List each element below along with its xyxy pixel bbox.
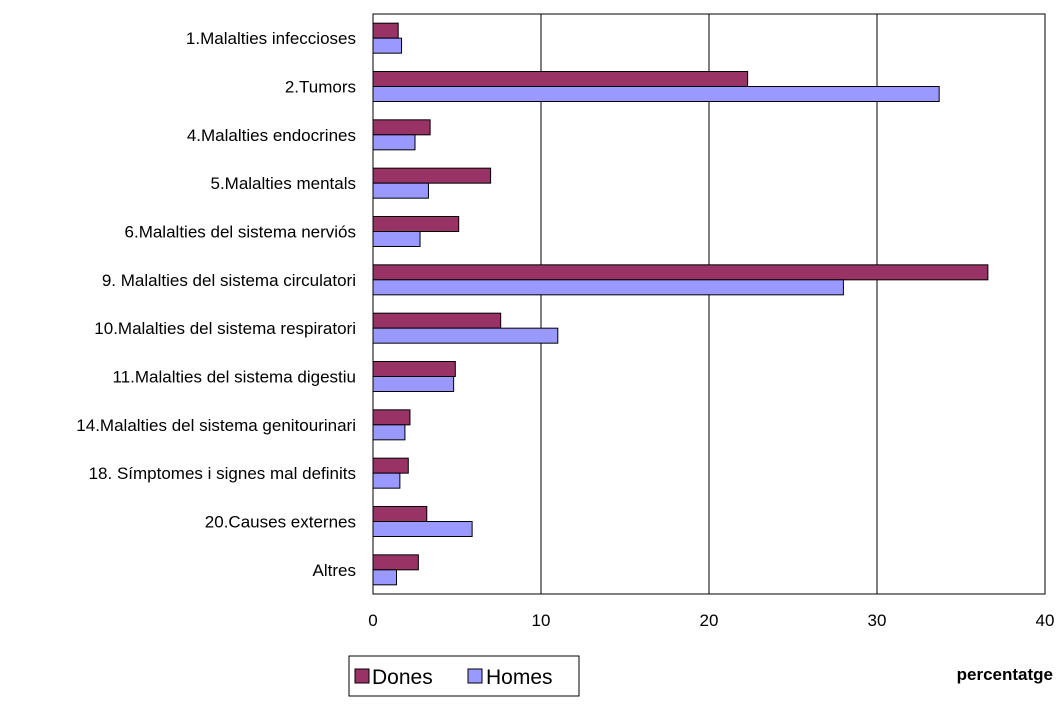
bar-dones — [372, 119, 431, 136]
bar-homes — [372, 134, 416, 151]
bar-dones — [372, 506, 428, 522]
bar-homes — [372, 279, 844, 296]
bars — [372, 22, 989, 586]
legend-label-homes: Homes — [486, 666, 553, 689]
bar-homes — [372, 182, 429, 199]
bar-homes — [372, 86, 940, 102]
category-label: 14.Malalties del sistema genitourinari — [76, 416, 356, 435]
plot-area-border — [372, 13, 1046, 595]
category-label: 4.Malalties endocrines — [187, 126, 356, 145]
bar-homes — [372, 231, 421, 247]
x-tick-label: 0 — [368, 611, 377, 630]
bar-dones — [372, 457, 409, 474]
legend-swatch-dones — [354, 668, 370, 684]
bar-homes — [372, 424, 406, 441]
legend: Dones Homes — [348, 655, 580, 697]
bar-dones — [372, 22, 399, 39]
x-axis-title: percentatge — [957, 665, 1053, 684]
bar-homes — [372, 376, 455, 392]
category-label: 20.Causes externes — [205, 513, 356, 532]
category-label: Altres — [313, 561, 356, 580]
category-label: 1.Malalties infeccioses — [186, 29, 356, 48]
bar-dones — [372, 167, 492, 184]
bar-dones — [372, 216, 460, 232]
bar-homes — [372, 472, 401, 489]
bar-dones — [372, 264, 989, 281]
bar-dones — [372, 71, 749, 87]
category-label: 6.Malalties del sistema nerviós — [125, 223, 356, 242]
bar-homes — [372, 37, 403, 54]
x-tick-label: 20 — [700, 611, 719, 630]
bar-dones — [372, 409, 411, 426]
bar-homes — [372, 569, 398, 586]
bar-dones — [372, 312, 502, 329]
x-tick-label: 10 — [532, 611, 551, 630]
category-label: 18. Símptomes i signes mal definits — [89, 464, 356, 483]
bar-dones — [372, 361, 456, 377]
bar-homes — [372, 521, 473, 537]
x-tick-labels: 0 10 20 30 40 — [368, 611, 1054, 630]
legend-box — [348, 655, 580, 697]
bar-dones — [372, 554, 419, 571]
grid-lines — [540, 14, 878, 594]
legend-swatch-homes — [467, 668, 483, 684]
category-label: 9. Malalties del sistema circulatori — [102, 271, 356, 290]
category-label: 10.Malalties del sistema respiratori — [94, 319, 356, 338]
category-labels: 1.Malalties infeccioses 2.Tumors 4.Malalti… — [76, 29, 356, 580]
bar-homes — [372, 327, 559, 344]
x-tick-label: 40 — [1036, 611, 1055, 630]
category-label: 11.Malalties del sistema digestiu — [113, 368, 356, 387]
legend-label-dones: Dones — [372, 666, 433, 689]
category-label: 2.Tumors — [285, 78, 356, 97]
x-tick-label: 30 — [868, 611, 887, 630]
category-label: 5.Malalties mentals — [210, 174, 356, 193]
